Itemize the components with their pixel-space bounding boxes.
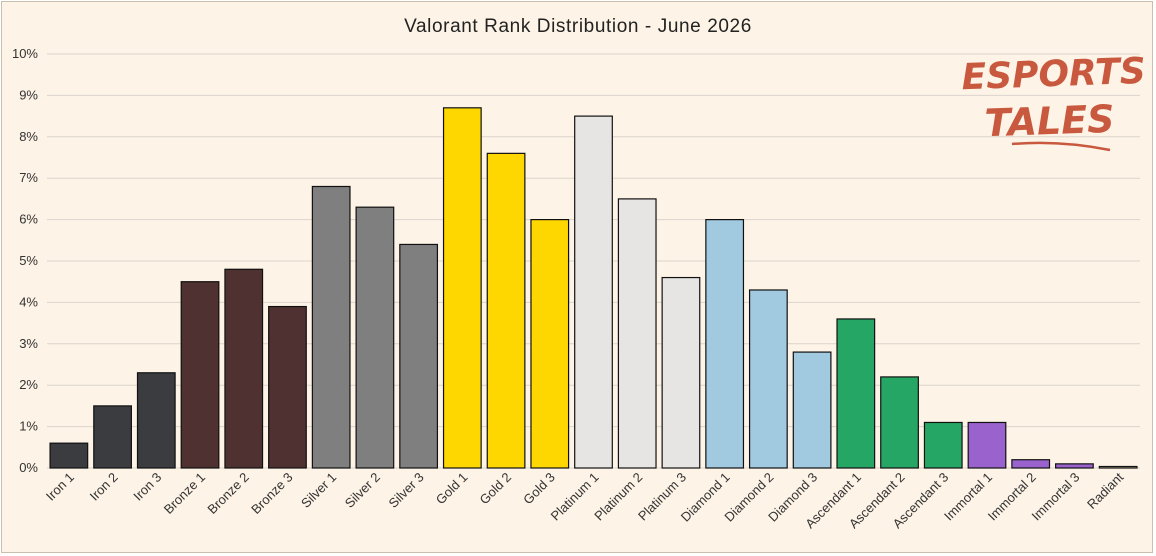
- bar-immortal-2: [1011, 459, 1051, 469]
- bar-iron-3: [136, 372, 176, 469]
- y-tick-label: 3%: [19, 336, 38, 351]
- bar-bronze-1: [180, 281, 220, 469]
- bar-silver-3: [399, 243, 439, 469]
- logo-underline: [1011, 141, 1111, 152]
- bar-gold-3: [530, 219, 570, 469]
- x-tick-label: Iron 3: [130, 470, 164, 504]
- bar-silver-1: [311, 185, 351, 469]
- y-tick-label: 0%: [19, 460, 38, 475]
- x-tick-label: Bronze 2: [204, 470, 251, 517]
- bar-immortal-3: [1055, 463, 1094, 469]
- bar-diamond-1: [705, 219, 745, 469]
- x-tick-label: Radiant: [1084, 469, 1127, 512]
- logo-line-1: ESPORTS: [961, 51, 1146, 98]
- y-tick-label: 7%: [19, 170, 38, 185]
- x-tick-label: Bronze 1: [161, 470, 208, 517]
- y-tick-label: 2%: [19, 377, 38, 392]
- y-tick-label: 10%: [12, 46, 38, 61]
- bar-iron-1: [49, 442, 89, 469]
- bar-ascendant-2: [880, 376, 919, 469]
- bar-platinum-3: [661, 276, 701, 469]
- bar-silver-2: [355, 206, 395, 469]
- x-tick-label: Gold 3: [520, 470, 558, 508]
- y-tick-label: 5%: [19, 253, 38, 268]
- bar-gold-1: [442, 107, 482, 469]
- bar-immortal-1: [967, 421, 1007, 469]
- bar-bronze-3: [268, 305, 307, 469]
- y-tick-label: 4%: [19, 294, 38, 309]
- bar-platinum-2: [617, 198, 657, 469]
- x-tick-label: Gold 2: [476, 470, 514, 508]
- x-tick-label: Iron 1: [43, 470, 77, 504]
- y-tick-label: 6%: [19, 212, 38, 227]
- bar-ascendant-1: [836, 318, 876, 469]
- bar-ascendant-3: [923, 421, 963, 469]
- y-tick-label: 8%: [19, 129, 38, 144]
- bar-diamond-3: [792, 351, 832, 469]
- bar-radiant: [1098, 465, 1138, 469]
- y-tick-label: 9%: [19, 87, 38, 102]
- bar-diamond-2: [748, 289, 788, 469]
- bar-platinum-1: [574, 115, 613, 469]
- bars: [49, 107, 1138, 469]
- x-tick-label: Silver 2: [342, 470, 383, 511]
- bar-bronze-2: [224, 268, 264, 469]
- y-tick-label: 1%: [19, 419, 38, 434]
- bar-iron-2: [93, 405, 132, 469]
- x-tick-label: Gold 1: [433, 470, 471, 508]
- x-tick-label: Silver 3: [385, 470, 426, 511]
- x-tick-label: Bronze 3: [248, 470, 295, 517]
- x-tick-label: Iron 2: [87, 470, 121, 504]
- esports-tales-logo: ESPORTS TALES: [961, 51, 1146, 152]
- bar-gold-2: [486, 152, 526, 469]
- chart-title: Valorant Rank Distribution - June 2026: [404, 16, 752, 37]
- logo-line-2: TALES: [984, 97, 1115, 146]
- y-axis-ticks: 0% 1% 2% 3% 4% 5% 6% 7% 8% 9% 10%: [12, 46, 38, 475]
- x-tick-label: Immortal 3: [1029, 470, 1083, 524]
- x-tick-label: Silver 1: [298, 470, 339, 511]
